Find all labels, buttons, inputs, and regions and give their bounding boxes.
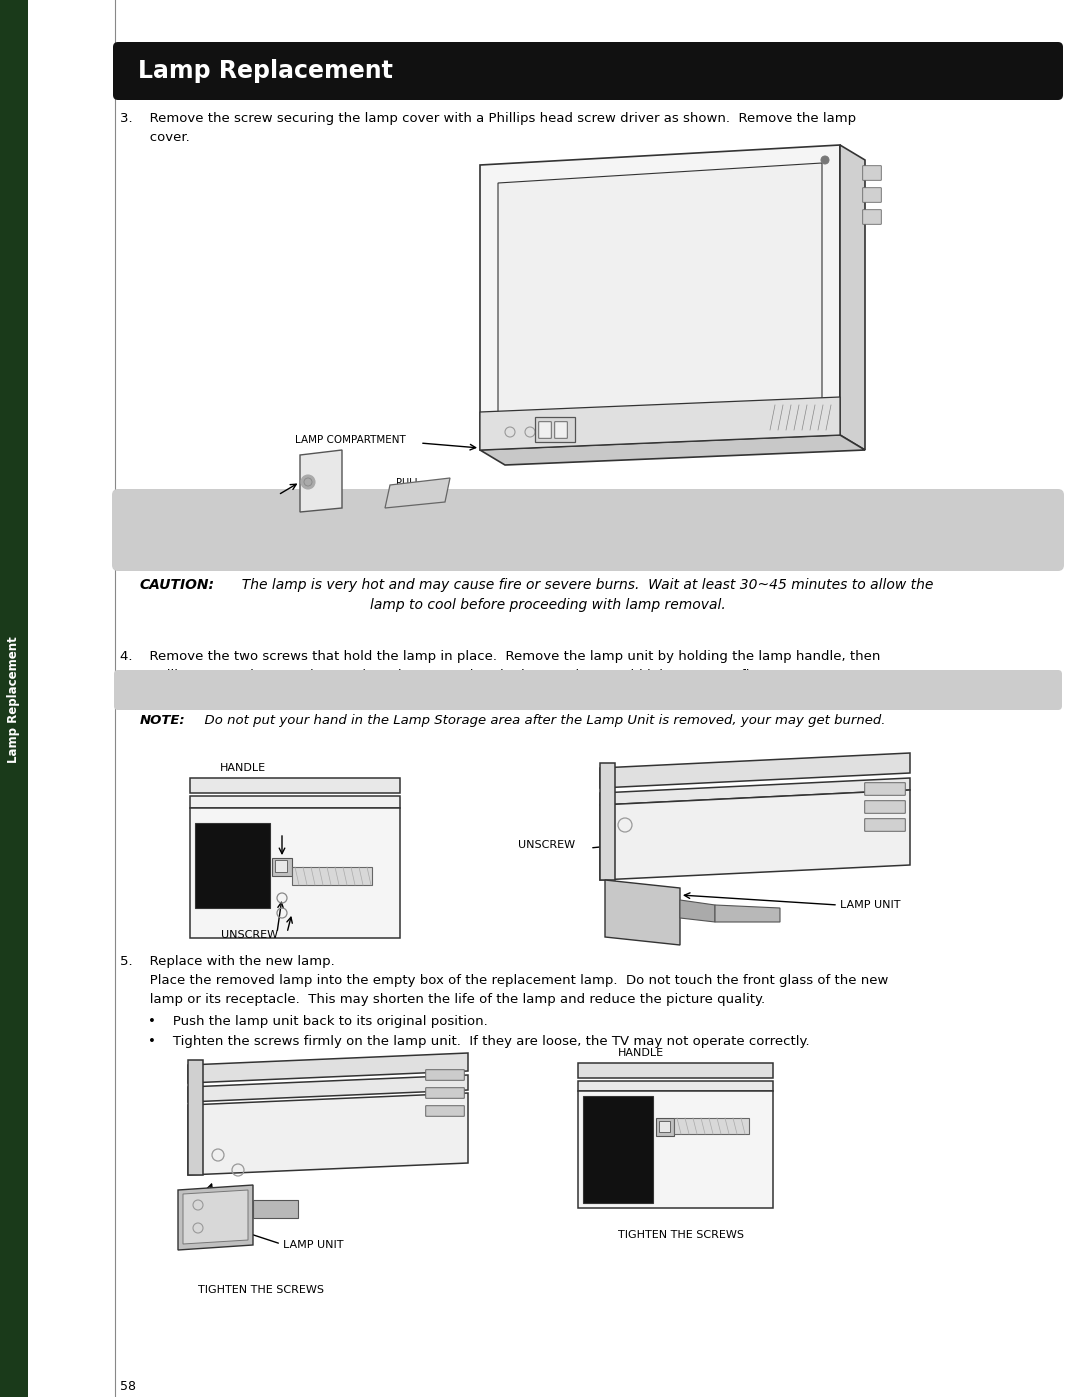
Text: lamp or its receptacle.  This may shorten the life of the lamp and reduce the pi: lamp or its receptacle. This may shorten… <box>120 993 765 1006</box>
Text: Do not put your hand in the Lamp Storage area after the Lamp Unit is removed, yo: Do not put your hand in the Lamp Storage… <box>195 714 886 726</box>
Polygon shape <box>605 880 680 944</box>
FancyBboxPatch shape <box>190 778 400 793</box>
FancyBboxPatch shape <box>865 800 905 813</box>
Polygon shape <box>253 1200 298 1218</box>
Circle shape <box>821 156 829 163</box>
FancyBboxPatch shape <box>0 0 28 1397</box>
Polygon shape <box>188 1076 468 1102</box>
FancyBboxPatch shape <box>535 416 575 441</box>
FancyBboxPatch shape <box>112 489 1064 571</box>
Polygon shape <box>715 905 780 922</box>
FancyBboxPatch shape <box>272 858 292 876</box>
FancyBboxPatch shape <box>578 1081 773 1091</box>
Polygon shape <box>188 1060 203 1175</box>
FancyBboxPatch shape <box>190 796 400 807</box>
FancyBboxPatch shape <box>275 861 287 872</box>
Polygon shape <box>300 450 342 511</box>
Polygon shape <box>183 1190 248 1243</box>
Text: cover.: cover. <box>120 131 190 144</box>
Text: 5.    Replace with the new lamp.: 5. Replace with the new lamp. <box>120 956 335 968</box>
FancyBboxPatch shape <box>555 422 567 439</box>
Text: Lamp Replacement: Lamp Replacement <box>8 637 21 763</box>
FancyBboxPatch shape <box>426 1088 464 1098</box>
Text: •    Push the lamp unit back to its original position.: • Push the lamp unit back to its origina… <box>148 1016 488 1028</box>
Polygon shape <box>600 789 910 880</box>
FancyBboxPatch shape <box>426 1070 464 1080</box>
Text: TIGHTEN THE SCREWS: TIGHTEN THE SCREWS <box>198 1285 324 1295</box>
Circle shape <box>301 475 315 489</box>
Polygon shape <box>178 1185 253 1250</box>
Text: Lamp Replacement: Lamp Replacement <box>138 59 393 82</box>
FancyBboxPatch shape <box>292 868 372 886</box>
FancyBboxPatch shape <box>863 166 881 180</box>
Polygon shape <box>680 900 715 922</box>
Polygon shape <box>480 434 865 465</box>
Text: pulling outwards.  Exercise caution when removing the lamp unit to avoid injury : pulling outwards. Exercise caution when … <box>120 669 792 682</box>
Text: UNSCREW: UNSCREW <box>518 840 575 849</box>
Polygon shape <box>480 145 840 450</box>
FancyBboxPatch shape <box>865 819 905 831</box>
Text: HANDLE: HANDLE <box>618 1048 664 1058</box>
Polygon shape <box>600 753 910 788</box>
Text: PULL: PULL <box>396 478 420 488</box>
Polygon shape <box>480 397 840 450</box>
Text: 58: 58 <box>120 1380 136 1393</box>
FancyBboxPatch shape <box>583 1097 653 1203</box>
Text: LAMP COMPARTMENT: LAMP COMPARTMENT <box>295 434 406 446</box>
Polygon shape <box>600 778 910 805</box>
FancyBboxPatch shape <box>659 1120 670 1132</box>
Polygon shape <box>188 1053 468 1083</box>
Text: The lamp is very hot and may cause fire or severe burns.  Wait at least 30~45 mi: The lamp is very hot and may cause fire … <box>233 578 933 592</box>
FancyBboxPatch shape <box>114 671 1062 710</box>
FancyBboxPatch shape <box>578 1091 773 1208</box>
Text: NOTE:: NOTE: <box>140 714 186 726</box>
Text: lamp to cool before proceeding with lamp removal.: lamp to cool before proceeding with lamp… <box>370 598 726 612</box>
Text: TIGHTEN THE SCREWS: TIGHTEN THE SCREWS <box>618 1229 744 1241</box>
Text: LAMP UNIT: LAMP UNIT <box>283 1241 343 1250</box>
FancyBboxPatch shape <box>865 782 905 795</box>
Text: CAUTION:: CAUTION: <box>140 578 215 592</box>
FancyBboxPatch shape <box>426 1105 464 1116</box>
FancyBboxPatch shape <box>195 823 270 908</box>
Text: 4.    Remove the two screws that hold the lamp in place.  Remove the lamp unit b: 4. Remove the two screws that hold the l… <box>120 650 880 664</box>
FancyBboxPatch shape <box>578 1063 773 1078</box>
FancyBboxPatch shape <box>113 42 1063 101</box>
FancyBboxPatch shape <box>656 1118 674 1136</box>
Text: LAMP COVER: LAMP COVER <box>180 490 247 500</box>
Text: Place the removed lamp into the empty box of the replacement lamp.  Do not touch: Place the removed lamp into the empty bo… <box>120 974 889 988</box>
Text: LAMP UNIT: LAMP UNIT <box>840 900 901 909</box>
FancyBboxPatch shape <box>863 187 881 203</box>
Polygon shape <box>384 478 450 509</box>
Text: 3.    Remove the screw securing the lamp cover with a Phillips head screw driver: 3. Remove the screw securing the lamp co… <box>120 112 856 124</box>
Polygon shape <box>498 163 822 432</box>
FancyBboxPatch shape <box>190 807 400 937</box>
Polygon shape <box>188 1092 468 1175</box>
FancyBboxPatch shape <box>674 1118 750 1134</box>
FancyBboxPatch shape <box>539 422 551 439</box>
Polygon shape <box>840 145 865 450</box>
Text: HANDLE: HANDLE <box>220 763 266 773</box>
Text: •    Tighten the screws firmly on the lamp unit.  If they are loose, the TV may : • Tighten the screws firmly on the lamp … <box>148 1035 810 1048</box>
Text: UNSCREW: UNSCREW <box>221 930 279 940</box>
Polygon shape <box>600 763 615 880</box>
FancyBboxPatch shape <box>863 210 881 225</box>
